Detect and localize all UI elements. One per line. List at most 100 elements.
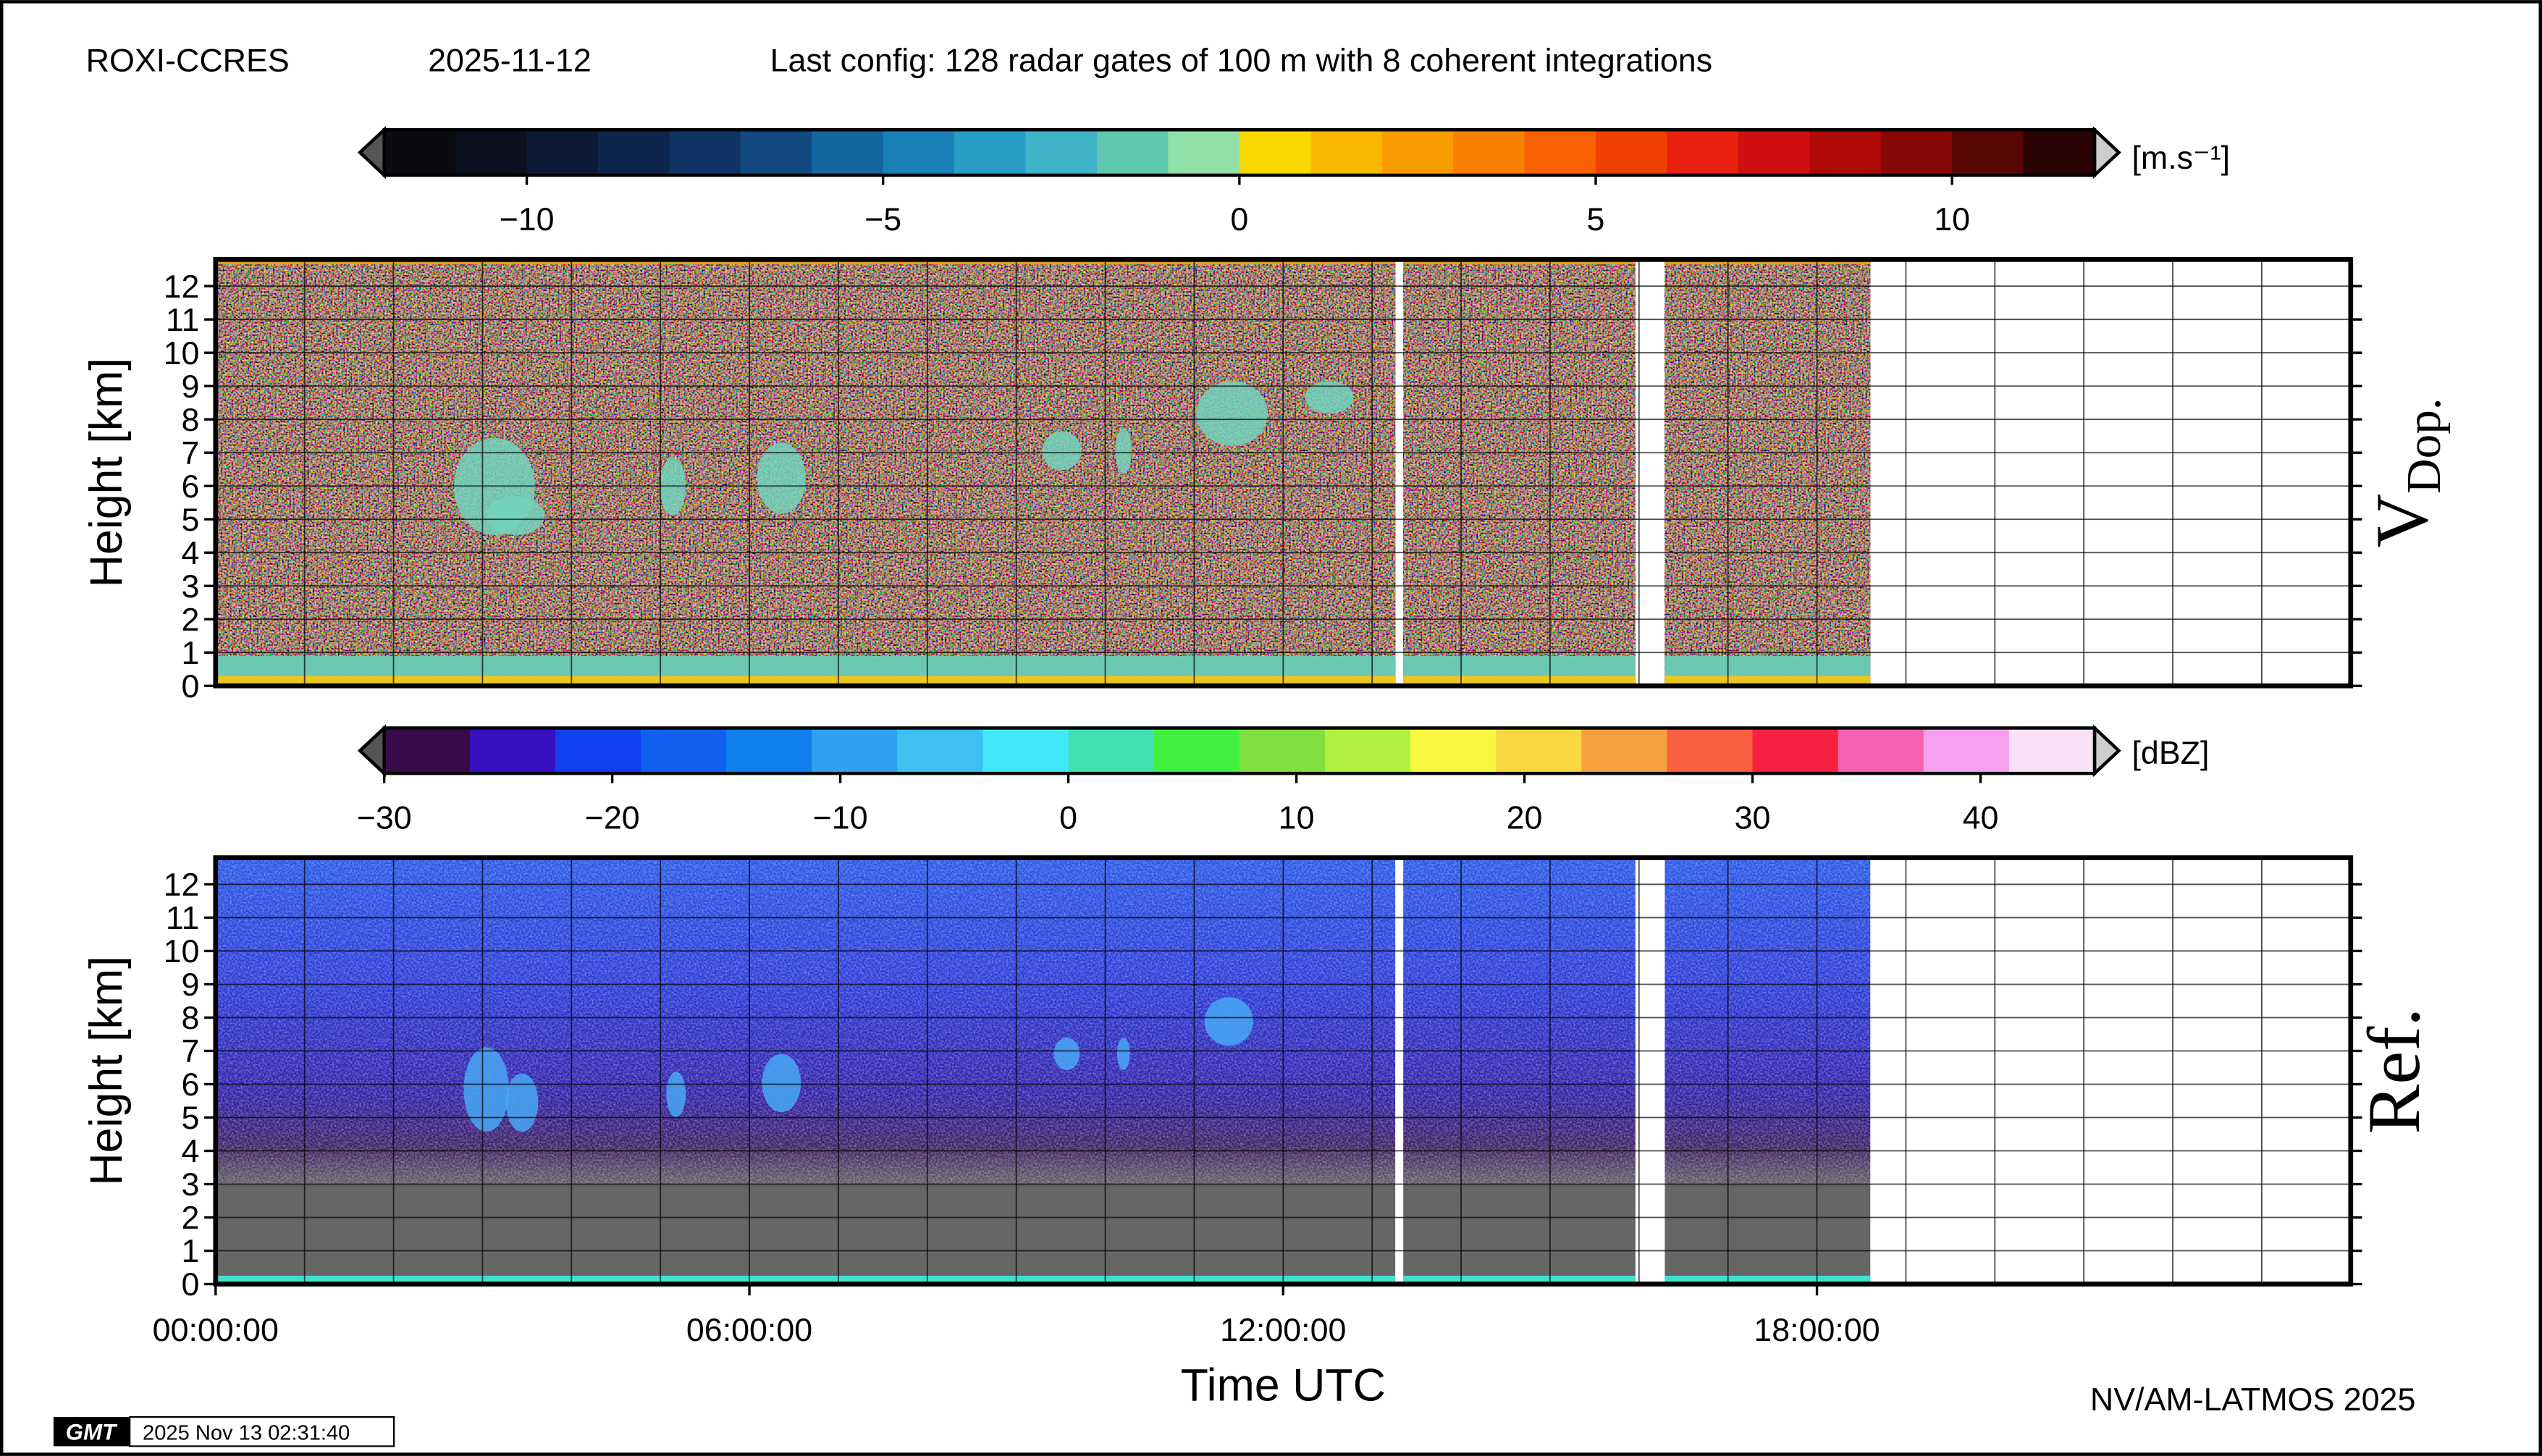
y-tick-label: 0 (182, 668, 200, 704)
colorbar-swatch (1752, 728, 1839, 774)
colorbar-swatch (954, 130, 1027, 175)
colorbar-swatch (1381, 130, 1455, 175)
logo-box (53, 1417, 130, 1447)
colorbar-swatch (455, 130, 528, 175)
colorbar-tick-label: −5 (864, 201, 901, 237)
y-tick-label: 11 (166, 302, 199, 338)
y-tick-label: 7 (182, 1033, 200, 1069)
cloud (1116, 1038, 1130, 1070)
colorbar-swatch (1025, 130, 1098, 175)
panel-label: VDop. (2361, 397, 2451, 547)
y-tick-label: 6 (182, 468, 200, 505)
colorbar-frame (382, 726, 2097, 775)
x-tick-label: 06:00:00 (686, 1312, 812, 1348)
plot-frame (213, 257, 2354, 689)
colorbar-swatch (1738, 130, 1811, 175)
y-tick-label: 7 (182, 435, 200, 471)
colorbar-swatch (469, 728, 557, 774)
ground-clutter (215, 676, 1396, 686)
cloud (1204, 997, 1253, 1046)
ground-clutter (1664, 655, 1871, 676)
colorbar-swatch (1581, 728, 1668, 774)
colorbar-swatch (1239, 130, 1312, 175)
y-axis-label: Height [km] (81, 358, 132, 587)
cloud (757, 442, 806, 514)
cloud (463, 1047, 510, 1132)
y-tick-label: 12 (164, 867, 200, 903)
colorbar-tick-label: 0 (1230, 201, 1248, 237)
colorbar-swatch (1809, 130, 1882, 175)
y-tick-label: 9 (182, 369, 200, 405)
y-tick-label: 10 (164, 335, 200, 371)
y-tick-label: 2 (182, 602, 200, 638)
panel-label-sub: Dop. (2396, 397, 2451, 493)
cloud (1115, 428, 1132, 474)
colorbar-swatch (1168, 130, 1240, 175)
ground-return (1403, 1276, 1636, 1284)
colorbar-swatch (384, 728, 471, 774)
ground-return (215, 1276, 1396, 1284)
panel-label-main: Ref. (2353, 1008, 2436, 1134)
colorbar-tick-label: 10 (1934, 201, 1970, 237)
y-tick-label: 0 (182, 1266, 200, 1303)
colorbar-swatch (1239, 728, 1326, 774)
colorbar-swatch (1595, 130, 1668, 175)
colorbar-swatch (1310, 130, 1383, 175)
logo: GMT (66, 1419, 118, 1444)
colorbar-swatch (1667, 728, 1754, 774)
x-tick-label: 00:00:00 (153, 1312, 279, 1348)
colorbar-swatch (982, 728, 1069, 774)
colorbar-swatch (1524, 130, 1597, 175)
colorbar-swatch (1096, 130, 1169, 175)
colorbar-swatch (726, 728, 813, 774)
cloud (1196, 381, 1268, 446)
ground-clutter (1403, 655, 1636, 676)
timestamp-box (129, 1416, 395, 1447)
x-tick-label: 18:00:00 (1754, 1312, 1880, 1348)
velocity-field (1664, 259, 1871, 686)
colorbar-tick-label: −10 (500, 201, 555, 237)
colorbar-swatch (1952, 130, 2024, 175)
y-tick-label: 6 (182, 1066, 200, 1103)
panel-label: Ref. (2353, 1008, 2436, 1134)
colorbar-swatch (526, 130, 599, 175)
y-tick-label: 1 (182, 1233, 200, 1269)
cloud (666, 1072, 686, 1117)
cloud (486, 496, 545, 536)
colorbar-swatch (669, 130, 741, 175)
y-tick-label: 5 (182, 502, 200, 538)
cloud (1042, 431, 1082, 471)
colorbar-tick-label: 30 (1735, 799, 1771, 836)
colorbar-swatch (1496, 728, 1583, 774)
date: 2025-11-12 (428, 43, 592, 79)
colorbar-tick-label: 40 (1963, 799, 1999, 836)
timestamp: 2025 Nov 13 02:31:40 (143, 1421, 350, 1444)
colorbar-swatch (1880, 130, 1953, 175)
colorbar-swatch (883, 130, 956, 175)
colorbar-swatch (1453, 130, 1525, 175)
cloud (505, 1073, 539, 1132)
colorbar-tick-label: 10 (1279, 799, 1315, 836)
y-tick-label: 1 (182, 635, 200, 671)
reflectivity-grain (1664, 857, 1871, 1184)
y-tick-label: 8 (182, 1000, 200, 1036)
y-tick-label: 5 (182, 1100, 200, 1136)
y-axis-label: Height [km] (81, 956, 132, 1186)
y-tick-label: 10 (164, 933, 200, 969)
velocity-field (215, 259, 1396, 686)
y-tick-label: 4 (182, 1133, 200, 1169)
top-edge (215, 261, 1396, 265)
credit: NV/AM-LATMOS 2025 (2090, 1381, 2415, 1418)
colorbar-swatch (641, 728, 728, 774)
colorbar-swatch (812, 130, 884, 175)
colorbar-swatch (1410, 728, 1497, 774)
velocity-field (1403, 259, 1636, 686)
colorbar-tick-label: −20 (585, 799, 640, 836)
cloud (1053, 1038, 1080, 1070)
colorbar-unit: [m.s⁻¹] (2131, 140, 2230, 176)
plot-frame (213, 855, 2354, 1287)
colorbar-swatch (1324, 728, 1412, 774)
colorbar-tick-label: 20 (1507, 799, 1543, 836)
